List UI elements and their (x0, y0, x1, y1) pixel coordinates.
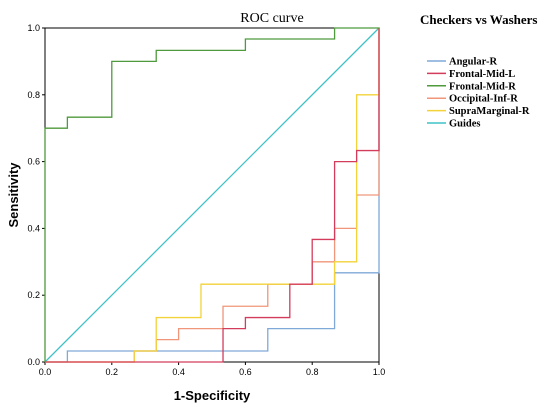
x-tick-label: 0.6 (239, 367, 252, 377)
legend-label-frontal-mid-l: Frontal-Mid-L (449, 69, 515, 80)
series-line-frontal-mid-l (45, 28, 380, 363)
legend-label-occipital-inf-r: Occipital-Inf-R (449, 94, 518, 105)
legend-label-frontal-mid-r: Frontal-Mid-R (449, 81, 516, 92)
legend-label-guides: Guides (449, 119, 481, 130)
x-tick-label: 1.0 (373, 367, 386, 377)
y-axis-label: Sensitivity (6, 162, 21, 228)
x-tick-label: 0.4 (172, 367, 185, 377)
series-line-angular-r (45, 28, 380, 363)
chart-title: ROC curve (240, 11, 303, 26)
y-tick-label: 0.2 (27, 290, 40, 300)
y-tick-label: 1.0 (27, 23, 40, 33)
series-layer (44, 27, 380, 363)
y-tick-label: 0.4 (27, 223, 40, 233)
x-axis-label: 1-Specificity (174, 388, 251, 403)
y-tick-label: 0.0 (27, 357, 40, 367)
series-line-frontal-mid-r (44, 27, 379, 362)
x-tick-label: 0.0 (39, 367, 52, 377)
x-tick-label: 0.8 (306, 367, 319, 377)
x-tick-label: 0.2 (106, 367, 119, 377)
y-tick-label: 0.6 (27, 157, 40, 167)
series-line-guides (44, 27, 380, 363)
y-tick-label: 0.8 (27, 90, 40, 100)
legend-label-angular-r: Angular-R (449, 57, 497, 68)
tick-layer: 0.0 0.2 0.4 0.6 0.8 1.0 0.0 0.2 0.4 0.6 0.8 1.0 (27, 23, 385, 377)
legend-label-supramarginal-r: SupraMarginal-R (449, 106, 530, 117)
series-line-supramarginal-r (45, 28, 380, 363)
legend-title: Checkers vs Washers (420, 12, 537, 27)
